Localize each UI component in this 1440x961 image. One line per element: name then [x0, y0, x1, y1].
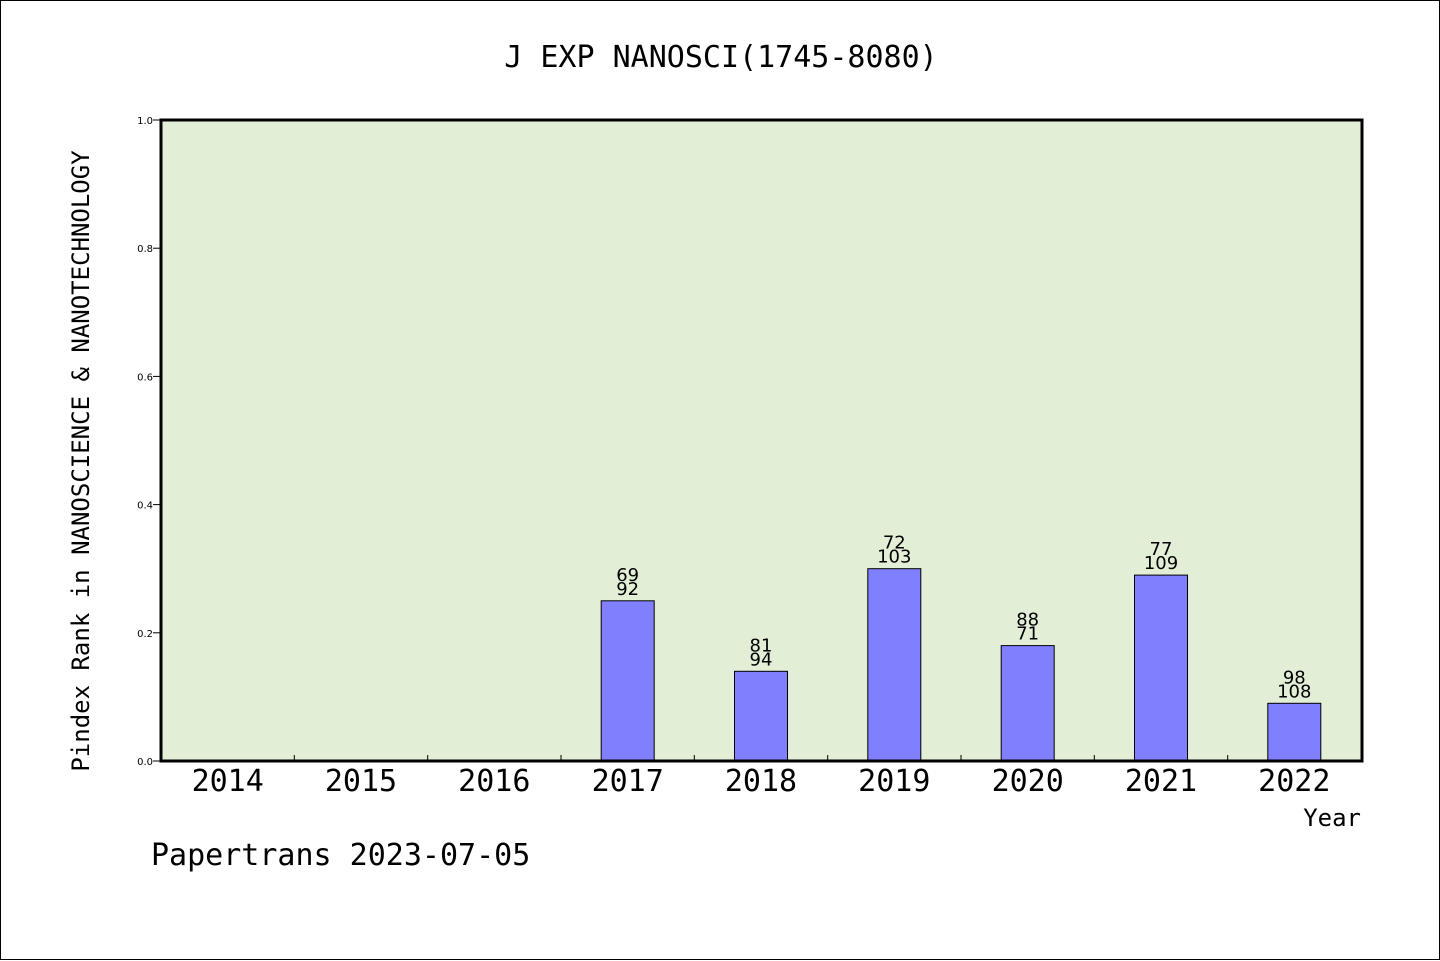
chart-title: J EXP NANOSCI(1745-8080): [504, 40, 937, 75]
bar-2019: [867, 568, 922, 762]
x-tick-label-2020: 2020: [992, 764, 1064, 799]
bar-label-bottom-2020: 71: [1016, 624, 1039, 645]
footer-credit: Papertrans 2023-07-05: [151, 838, 530, 873]
bar-2021: [1134, 574, 1188, 762]
x-tick-label-2021: 2021: [1125, 764, 1197, 799]
x-tick-label-2022: 2022: [1258, 764, 1330, 799]
y-tick-label: 0.6: [137, 372, 153, 383]
bar-2018: [734, 670, 788, 762]
y-axis-ticks: 0.0 0.2 0.4 0.6 0.8 1.0: [137, 116, 161, 768]
x-tick-label-2016: 2016: [458, 764, 530, 799]
bar-2020: [1000, 645, 1055, 762]
bar-2017: [600, 600, 655, 762]
x-axis-label: Year: [1303, 804, 1361, 832]
bar-label-bottom-2021: 109: [1144, 553, 1178, 574]
x-tick-label-2019: 2019: [858, 764, 930, 799]
y-axis-label: Pindex Rank in NANOSCIENCE & NANOTECHNOL…: [67, 150, 95, 772]
y-tick-label: 0.0: [137, 757, 153, 768]
bar-label-bottom-2017: 92: [616, 579, 639, 600]
bars-group: [600, 568, 1322, 762]
bar-label-bottom-2022: 108: [1277, 681, 1311, 702]
bar-label-bottom-2018: 94: [750, 649, 773, 670]
y-tick-label: 0.4: [137, 501, 153, 512]
y-tick-label: 0.8: [137, 244, 153, 255]
bar-label-top-2018: 81: [750, 635, 773, 656]
bar-label-top-2020: 88: [1016, 610, 1039, 631]
plot-border: [159, 118, 1364, 763]
y-tick-label: 0.2: [137, 629, 153, 640]
bar-2022: [1267, 702, 1322, 762]
bar-label-top-2021: 77: [1150, 539, 1173, 560]
x-tick-label-2017: 2017: [592, 764, 664, 799]
x-tick-label-2014: 2014: [192, 764, 264, 799]
x-tick-label-2015: 2015: [325, 764, 397, 799]
bar-label-top-2017: 69: [616, 565, 639, 586]
y-tick-label: 1.0: [137, 116, 153, 127]
bar-label-bottom-2019: 103: [877, 547, 911, 568]
x-tick-label-2018: 2018: [725, 764, 797, 799]
bar-label-top-2019: 72: [883, 533, 906, 554]
bar-label-top-2022: 98: [1283, 667, 1306, 688]
x-axis-ticks: 2014 2015 2016 2017 2018 2019 2020 2021 2022: [192, 755, 1330, 799]
